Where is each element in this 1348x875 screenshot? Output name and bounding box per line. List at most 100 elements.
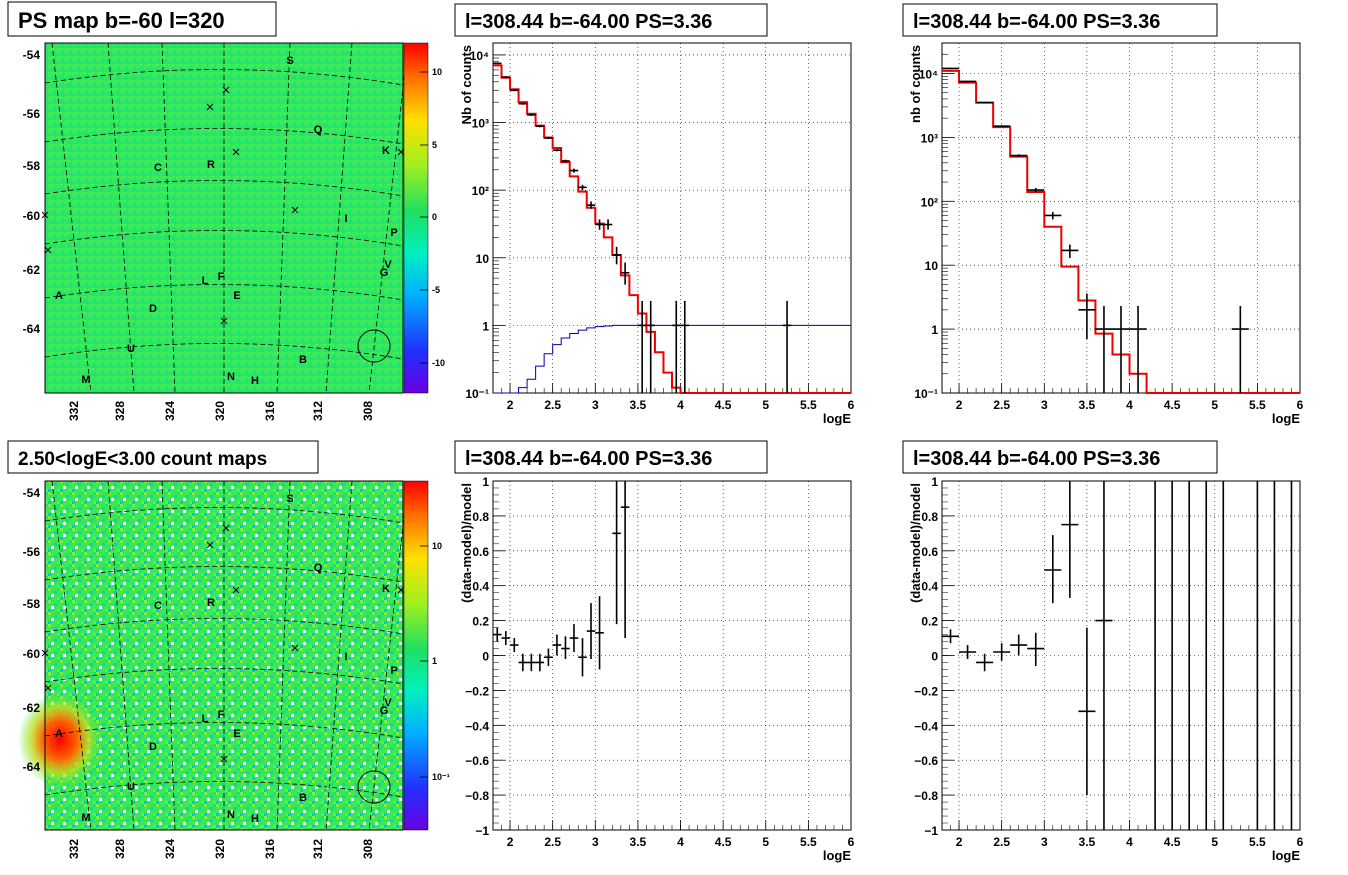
source-label: Q [314,562,323,574]
colorbar-tick-label: 1 [432,656,437,666]
chart-title-box [902,440,1218,474]
x-tick-label: 3.5 [630,398,647,412]
y-tick-label: 10 [925,259,939,273]
chart-title: l=308.44 b=-64.00 PS=3.36 [913,448,1160,470]
count-map-source-labels: S Q K C R I P GV FL A E D U B N H M [55,493,398,825]
source-cross [206,541,214,549]
y-tick-label: 10⁻¹ [914,387,938,401]
ps-map-panel: PS map b=-60 l=320 S Q K C R I P GV FL A E D U B N H M 1… [7,1,445,421]
y-tick-label: −0.6 [465,754,489,768]
count-map-colorbar [403,480,429,831]
source-label: D [149,741,157,753]
y-axis-label: (data-model)/model [459,483,474,603]
count-map-coordinate-grid [41,480,409,832]
y-tick-label: 0.4 [921,580,938,594]
y-tick-label: −0.4 [914,719,938,733]
y-tick-label: 0.2 [921,615,938,629]
source-cross [41,649,49,657]
y-tick-label: 0.6 [921,545,938,559]
count-map-hotspot [18,692,102,788]
exposure-series [493,324,851,394]
count-map-lon-ticks: 332 328 324 320 316 312 308 [67,839,375,859]
y-tick-label: −0.2 [914,684,938,698]
source-cross [44,246,52,254]
source-label: L [202,713,209,725]
x-tick-label: 3 [592,835,599,849]
source-cross [397,586,405,594]
lon-grid-line [51,42,92,394]
x-tick-label: 2 [956,398,963,412]
colorbar-tick-label: -5 [432,285,440,295]
source-cross [222,86,230,94]
source-label: H [251,813,259,825]
source-label: B [299,792,307,804]
count-map-title: 2.50<logE<3.00 count maps [18,449,267,470]
source-label: M [81,812,90,824]
x-tick-label: 5.5 [800,835,817,849]
lon-tick-label: 332 [67,401,81,421]
count-map-colorbar-ticks: 10 1 10⁻¹ [420,541,450,782]
y-tick-label: 10 [476,252,490,266]
count-map-panel: 2.50<logE<3.00 count maps S Q K C R I P GV FL A E D… [7,440,450,859]
source-label: F [218,271,225,283]
lon-tick-label: 308 [361,401,375,421]
y-tick-label: 0.4 [472,580,489,594]
count-map-target-circle [357,770,391,804]
spectrum-chart-2: l=308.44 b=-64.00 PS=3.36 2 2.5 3 3.5 4 4.5 5 5.… [902,3,1304,426]
y-axis-label: Nb of counts [459,45,474,124]
y-tick-label: −0.8 [914,789,938,803]
ps-map-title: PS map b=-60 l=320 [18,8,225,33]
y-tick-label: 0.6 [472,545,489,559]
x-tick-label: 6 [848,835,855,849]
lon-tick-label: 328 [113,839,127,859]
ps-map-colorbar [403,42,429,394]
y-tick-label: 10³ [472,117,489,131]
source-cross [222,524,230,532]
source-label: F [218,709,225,721]
source-label: P [390,665,397,677]
y-tick-label: −0.8 [465,789,489,803]
x-tick-label: 2 [956,835,963,849]
lon-tick-label: 320 [213,401,227,421]
source-label: S [286,493,293,505]
x-tick-label: 4.5 [715,835,732,849]
y-tick-label: 0.8 [472,510,489,524]
y-tick-label: 10⁴ [919,67,938,81]
source-cross [41,211,49,219]
ps-map-source-labels: S Q K C R I P GV FL A E D U B N H M [55,55,398,387]
source-label: Q [314,124,323,136]
x-tick-label: 5 [1211,835,1218,849]
y-axis-label: nb of counts [908,45,923,123]
ps-map-lat-ticks: -54 -56 -58 -60 -62 -64 [23,48,41,336]
lon-tick-label: 320 [213,839,227,859]
x-tick-label: 3.5 [1079,398,1096,412]
y-tick-label: −1 [924,824,938,838]
chart-title-box [454,440,768,474]
chart-title: l=308.44 b=-64.00 PS=3.36 [465,11,712,33]
colorbar-tick-label: 10 [432,541,442,551]
y-tick-label: 10⁴ [470,49,489,63]
source-label: G [380,705,389,717]
x-tick-label: 6 [848,398,855,412]
x-tick-label: 4.5 [1164,835,1181,849]
x-tick-label: 5 [1211,398,1218,412]
source-label: E [233,290,240,302]
x-tick-label: 4.5 [715,398,732,412]
x-tick-label: 4 [1126,835,1133,849]
source-label: G [380,267,389,279]
source-label: R [207,159,215,171]
lon-grid-line [368,42,409,394]
source-cross [232,586,240,594]
chart-title: l=308.44 b=-64.00 PS=3.36 [913,11,1160,33]
source-label: N [227,809,235,821]
lat-tick-label: -64 [23,322,41,336]
source-label: C [154,600,162,612]
y-tick-label: 10⁻¹ [465,387,489,401]
x-tick-label: 5.5 [1249,398,1266,412]
lat-grid-line [44,566,404,583]
lat-tick-label: -58 [23,159,41,173]
source-label: A [55,728,63,740]
lon-tick-label: 328 [113,401,127,421]
ps-map-title-box [7,1,277,37]
lat-tick-label: -56 [23,545,41,559]
